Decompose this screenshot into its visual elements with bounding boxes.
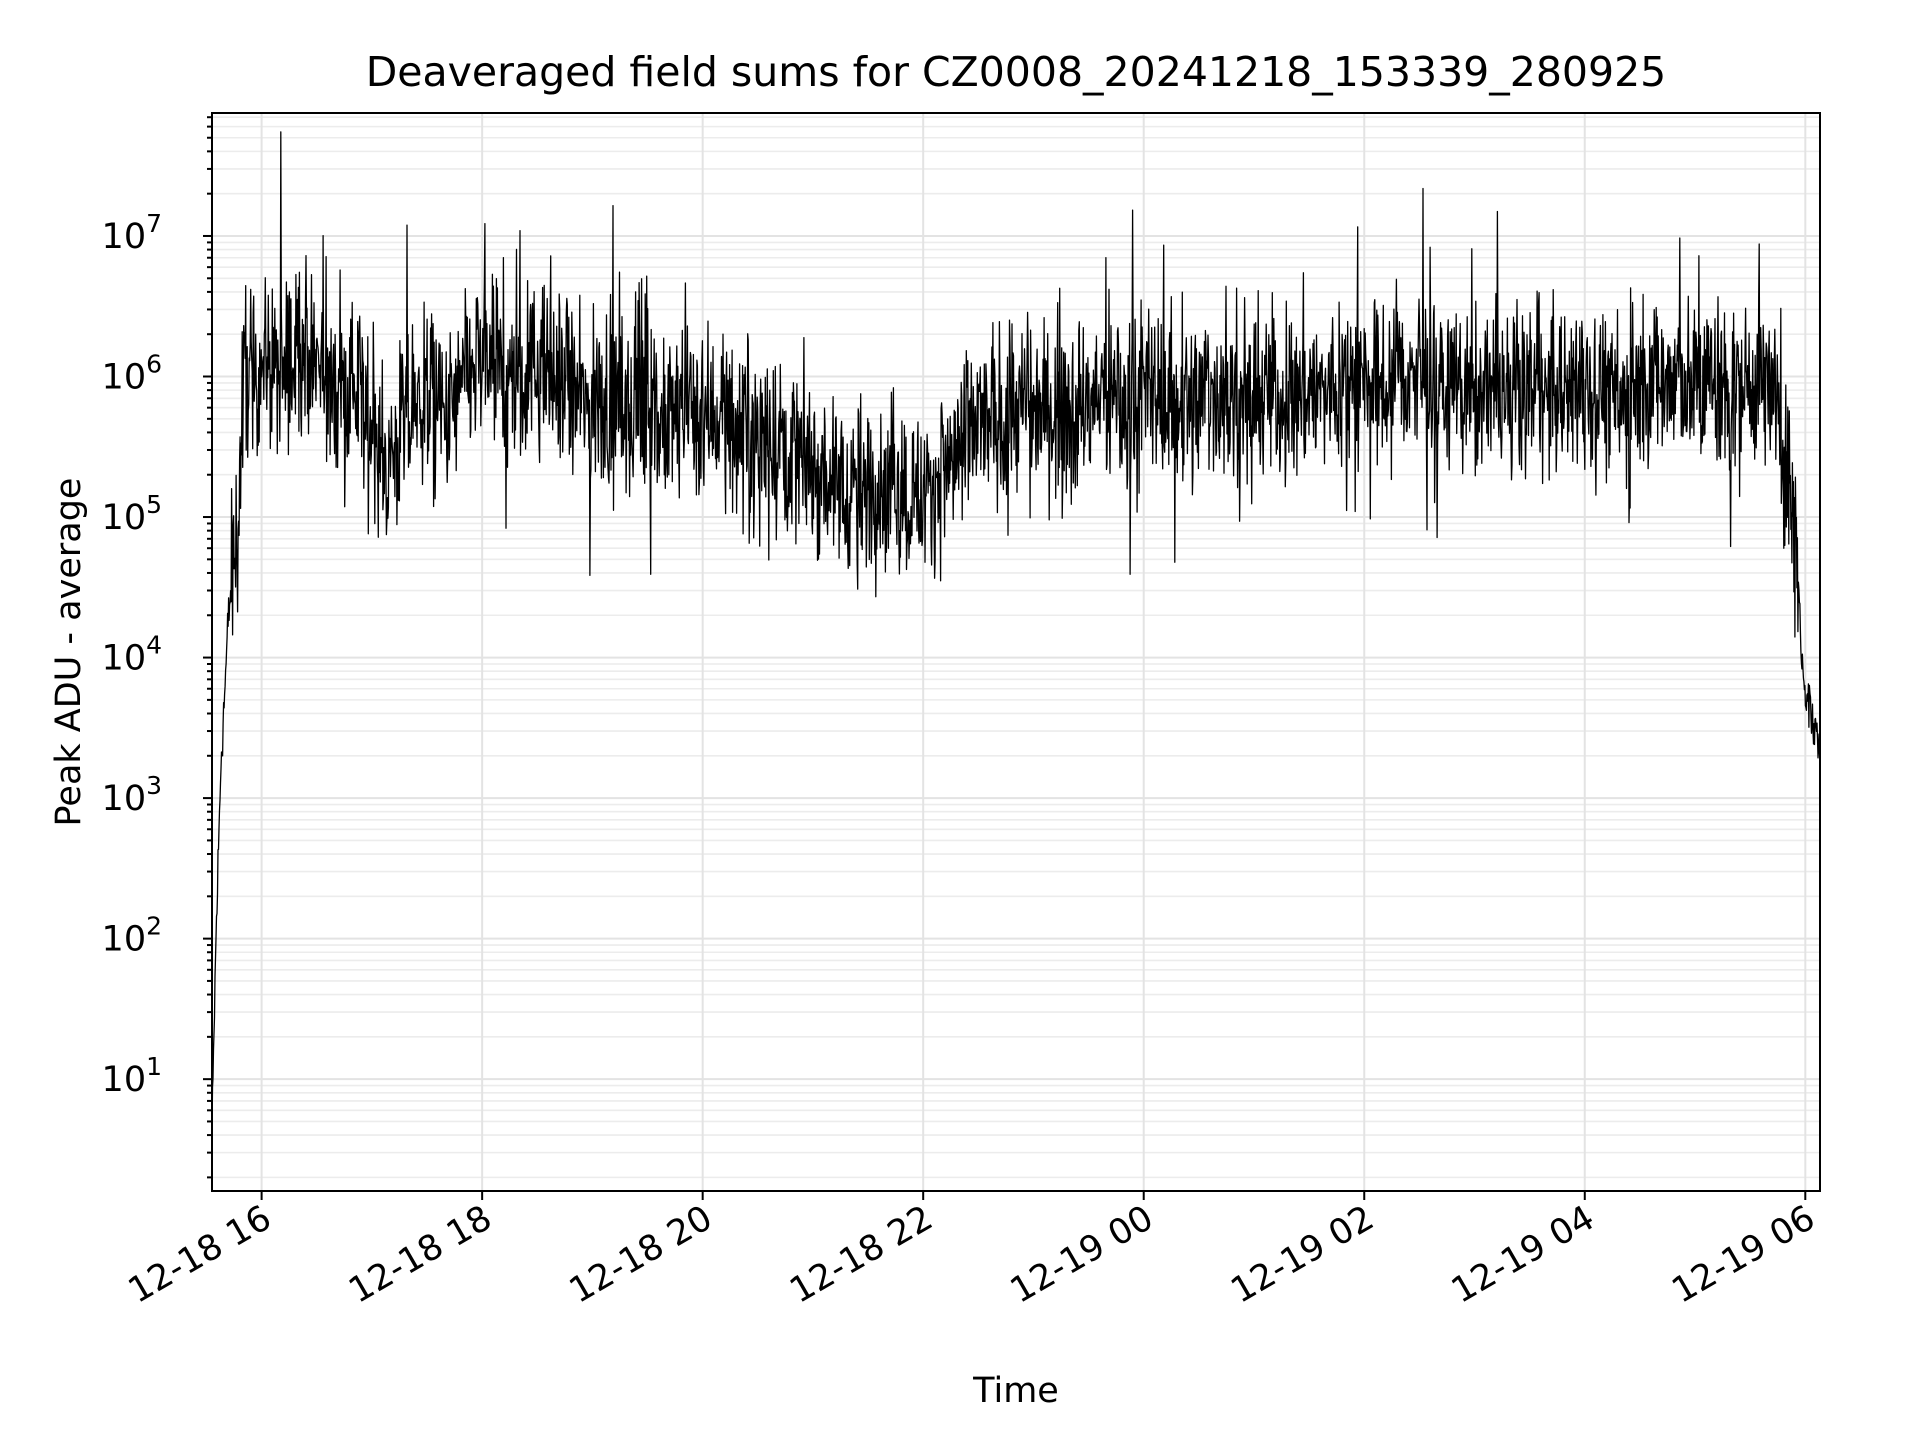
y-tick-exponent: 2 (146, 912, 162, 941)
x-tick-label: 12-18 20 (563, 1198, 719, 1311)
x-tick-label: 12-18 22 (783, 1198, 939, 1311)
x-axis-label: Time (972, 1371, 1059, 1411)
y-tick-label: 107 (102, 209, 162, 257)
y-tick-exponent: 7 (146, 209, 162, 238)
y-tick-base: 10 (102, 920, 147, 960)
y-tick-exponent: 3 (146, 771, 162, 800)
y-axis-label: Peak ADU - average (49, 478, 89, 827)
plot-frame (211, 112, 1821, 1192)
grid-layer (212, 113, 1820, 1191)
y-tick-exponent: 6 (146, 350, 162, 379)
y-tick-exponent: 1 (146, 1052, 162, 1081)
x-tick-label: 12-19 04 (1445, 1198, 1601, 1311)
y-tick-base: 10 (102, 639, 147, 679)
y-tick-base: 10 (102, 217, 147, 257)
x-tick-label: 12-19 06 (1666, 1198, 1822, 1311)
y-tick-base: 10 (102, 498, 147, 538)
x-axis: 12-18 16 12-18 18 12-18 20 12-18 22 12-19 00… (122, 1191, 1822, 1311)
y-tick-label: 105 (102, 490, 162, 538)
series-layer (211, 131, 1821, 1133)
x-tick-label: 12-19 00 (1004, 1198, 1160, 1311)
x-tick-label: 12-18 16 (122, 1198, 278, 1311)
chart-title: Deaveraged field sums for CZ0008_2024121… (366, 48, 1667, 96)
y-tick-label: 106 (102, 350, 162, 398)
y-tick-exponent: 4 (146, 631, 162, 660)
x-tick-label: 12-18 18 (342, 1198, 498, 1311)
y-tick-exponent: 5 (146, 490, 162, 519)
y-tick-label: 104 (102, 631, 162, 679)
y-tick-label: 103 (102, 771, 162, 819)
y-tick-base: 10 (102, 358, 147, 398)
y-tick-base: 10 (102, 1060, 147, 1100)
y-tick-base: 10 (102, 779, 147, 819)
y-tick-label: 101 (102, 1052, 162, 1100)
series-line (211, 131, 1821, 1133)
y-tick-label: 102 (102, 912, 162, 960)
x-tick-label: 12-19 02 (1224, 1198, 1380, 1311)
